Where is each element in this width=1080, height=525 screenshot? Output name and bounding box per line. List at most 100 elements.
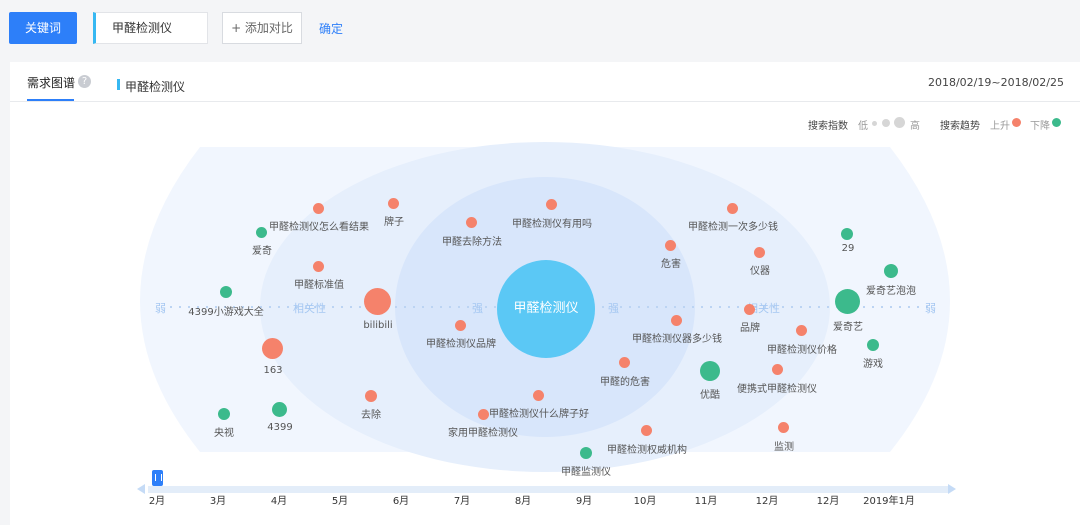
keyword-node-dot[interactable] xyxy=(884,264,898,278)
axis-weak-right: 弱 xyxy=(925,302,936,315)
axis-relevance-right: 相关性 xyxy=(747,302,780,315)
keyword-node-dot[interactable] xyxy=(218,408,230,420)
keyword-node-label[interactable]: 游戏 xyxy=(863,359,883,370)
keyword-node-label[interactable]: 爱奇 xyxy=(252,246,272,257)
timeline-month: 8月 xyxy=(514,496,532,507)
keyword-node-dot[interactable] xyxy=(641,425,652,436)
keyword-node-label[interactable]: 仪器 xyxy=(750,266,770,277)
timeline-prev-arrow-icon[interactable] xyxy=(137,484,145,494)
timeline-month: 6月 xyxy=(392,496,410,507)
keyword-node-dot[interactable] xyxy=(754,247,765,258)
legend-low-label: 低 xyxy=(858,121,868,132)
axis-relevance-left: 相关性 xyxy=(293,302,326,315)
keyword-node-label[interactable]: 4399 xyxy=(267,422,293,433)
keyword-node-dot[interactable] xyxy=(466,217,477,228)
keyword-node-dot[interactable] xyxy=(841,228,853,240)
legend-up-dot xyxy=(1012,118,1021,127)
timeline-month: 9月 xyxy=(575,496,593,507)
keyword-node-label[interactable]: 甲醛监测仪 xyxy=(561,467,611,478)
keyword-node-label[interactable]: 甲醛的危害 xyxy=(600,377,650,388)
keyword-node-label[interactable]: 便携式甲醛检测仪 xyxy=(737,384,817,395)
keyword-node-label[interactable]: 爱奇艺泡泡 xyxy=(866,286,916,297)
keyword-node-dot[interactable] xyxy=(478,409,489,420)
keyword-node-dot[interactable] xyxy=(580,447,592,459)
keyword-node-label[interactable]: 品牌 xyxy=(740,323,760,334)
keyword-node-dot[interactable] xyxy=(835,289,860,314)
legend-up-label: 上升 xyxy=(990,121,1010,132)
legend-down-label: 下降 xyxy=(1030,121,1050,132)
keyword-node-dot[interactable] xyxy=(220,286,232,298)
legend-trend-label: 搜索趋势 xyxy=(940,121,980,132)
keyword-node-label[interactable]: 甲醛检测权威机构 xyxy=(607,445,687,456)
keyword-node-dot[interactable] xyxy=(313,203,324,214)
legend-search-index-label: 搜索指数 xyxy=(808,121,848,132)
keyword-node-label[interactable]: 监测 xyxy=(774,442,794,453)
keyword-node-dot[interactable] xyxy=(665,240,676,251)
keyword-node-label[interactable]: 爱奇艺 xyxy=(833,322,863,333)
keyword-node-label[interactable]: bilibili xyxy=(363,320,393,331)
keyword-node-label[interactable]: 甲醛检测一次多少钱 xyxy=(688,222,778,233)
keyword-node-label[interactable]: 甲醛检测仪有用吗 xyxy=(512,219,592,230)
keyword-node-dot[interactable] xyxy=(365,390,377,402)
legend-down-dot xyxy=(1052,118,1061,127)
keyword-node-dot[interactable] xyxy=(546,199,557,210)
toolbar: 关键词 甲醛检测仪 + 添加对比 确定 xyxy=(0,0,1080,60)
keyword-node-dot[interactable] xyxy=(778,422,789,433)
keyword-node-label[interactable]: 家用甲醛检测仪 xyxy=(448,428,518,439)
timeline-month: 10月 xyxy=(633,496,657,507)
add-compare-button[interactable]: + 添加对比 xyxy=(222,12,302,44)
keyword-node-dot[interactable] xyxy=(272,402,287,417)
tab-bar: 需求图谱 ? 甲醛检测仪 2018/02/19~2018/02/25 xyxy=(10,62,1080,102)
keyword-field[interactable]: 甲醛检测仪 xyxy=(93,12,208,44)
legend-high-label: 高 xyxy=(910,121,920,132)
keyword-node-label[interactable]: 甲醛标准值 xyxy=(294,280,344,291)
active-tab-indicator xyxy=(27,99,74,101)
keyword-node-label[interactable]: 163 xyxy=(263,365,283,376)
keyword-node-label[interactable]: 甲醛检测仪怎么看结果 xyxy=(269,222,369,233)
keyword-node-dot[interactable] xyxy=(262,338,283,359)
keyword-node-dot[interactable] xyxy=(256,227,267,238)
keyword-node-dot[interactable] xyxy=(388,198,399,209)
keyword-node-dot[interactable] xyxy=(727,203,738,214)
timeline-next-arrow-icon[interactable] xyxy=(948,484,956,494)
keyword-node-label[interactable]: 29 xyxy=(841,243,855,254)
timeline-handle[interactable] xyxy=(152,470,163,486)
keyword-node-dot[interactable] xyxy=(700,361,720,381)
center-keyword-node[interactable]: 甲醛检测仪 xyxy=(497,260,595,358)
axis-weak-left: 弱 xyxy=(155,302,166,315)
keyword-node-dot[interactable] xyxy=(867,339,879,351)
series-color-marker xyxy=(117,79,120,90)
timeline-month: 3月 xyxy=(209,496,227,507)
confirm-link[interactable]: 确定 xyxy=(319,22,344,36)
timeline-month: 12月 xyxy=(816,496,840,507)
keyword-node-label[interactable]: 优酷 xyxy=(700,390,720,401)
axis-strong-right: 强 xyxy=(608,302,619,315)
keyword-node-dot[interactable] xyxy=(455,320,466,331)
keyword-node-label[interactable]: 甲醛检测仪品牌 xyxy=(426,339,496,350)
timeline-track[interactable] xyxy=(148,486,948,493)
series-label: 甲醛检测仪 xyxy=(125,80,186,94)
keyword-button[interactable]: 关键词 xyxy=(9,12,77,44)
keyword-node-label[interactable]: 甲醛检测仪什么牌子好 xyxy=(489,409,589,420)
keyword-node-label[interactable]: 央视 xyxy=(214,428,234,439)
keyword-node-dot[interactable] xyxy=(619,357,630,368)
keyword-node-dot[interactable] xyxy=(744,304,755,315)
timeline-month: 5月 xyxy=(331,496,349,507)
keyword-node-dot[interactable] xyxy=(313,261,324,272)
keyword-node-dot[interactable] xyxy=(772,364,783,375)
keyword-node-dot[interactable] xyxy=(364,288,391,315)
date-range: 2018/02/19~2018/02/25 xyxy=(927,76,1064,89)
keyword-node-dot[interactable] xyxy=(796,325,807,336)
keyword-node-label[interactable]: 甲醛检测仪器多少钱 xyxy=(632,334,722,345)
keyword-node-dot[interactable] xyxy=(533,390,544,401)
keyword-node-label[interactable]: 危害 xyxy=(661,259,681,270)
timeline-month: 12月 xyxy=(755,496,779,507)
keyword-node-label[interactable]: 甲醛检测仪价格 xyxy=(767,345,837,356)
keyword-node-label[interactable]: 甲醛去除方法 xyxy=(442,237,502,248)
keyword-node-label[interactable]: 4399小游戏大全 xyxy=(188,307,264,318)
help-icon[interactable]: ? xyxy=(78,75,91,88)
keyword-node-dot[interactable] xyxy=(671,315,682,326)
keyword-node-label[interactable]: 牌子 xyxy=(384,217,404,228)
keyword-node-label[interactable]: 去除 xyxy=(361,410,381,421)
tab-demand-graph[interactable]: 需求图谱 xyxy=(27,76,76,90)
